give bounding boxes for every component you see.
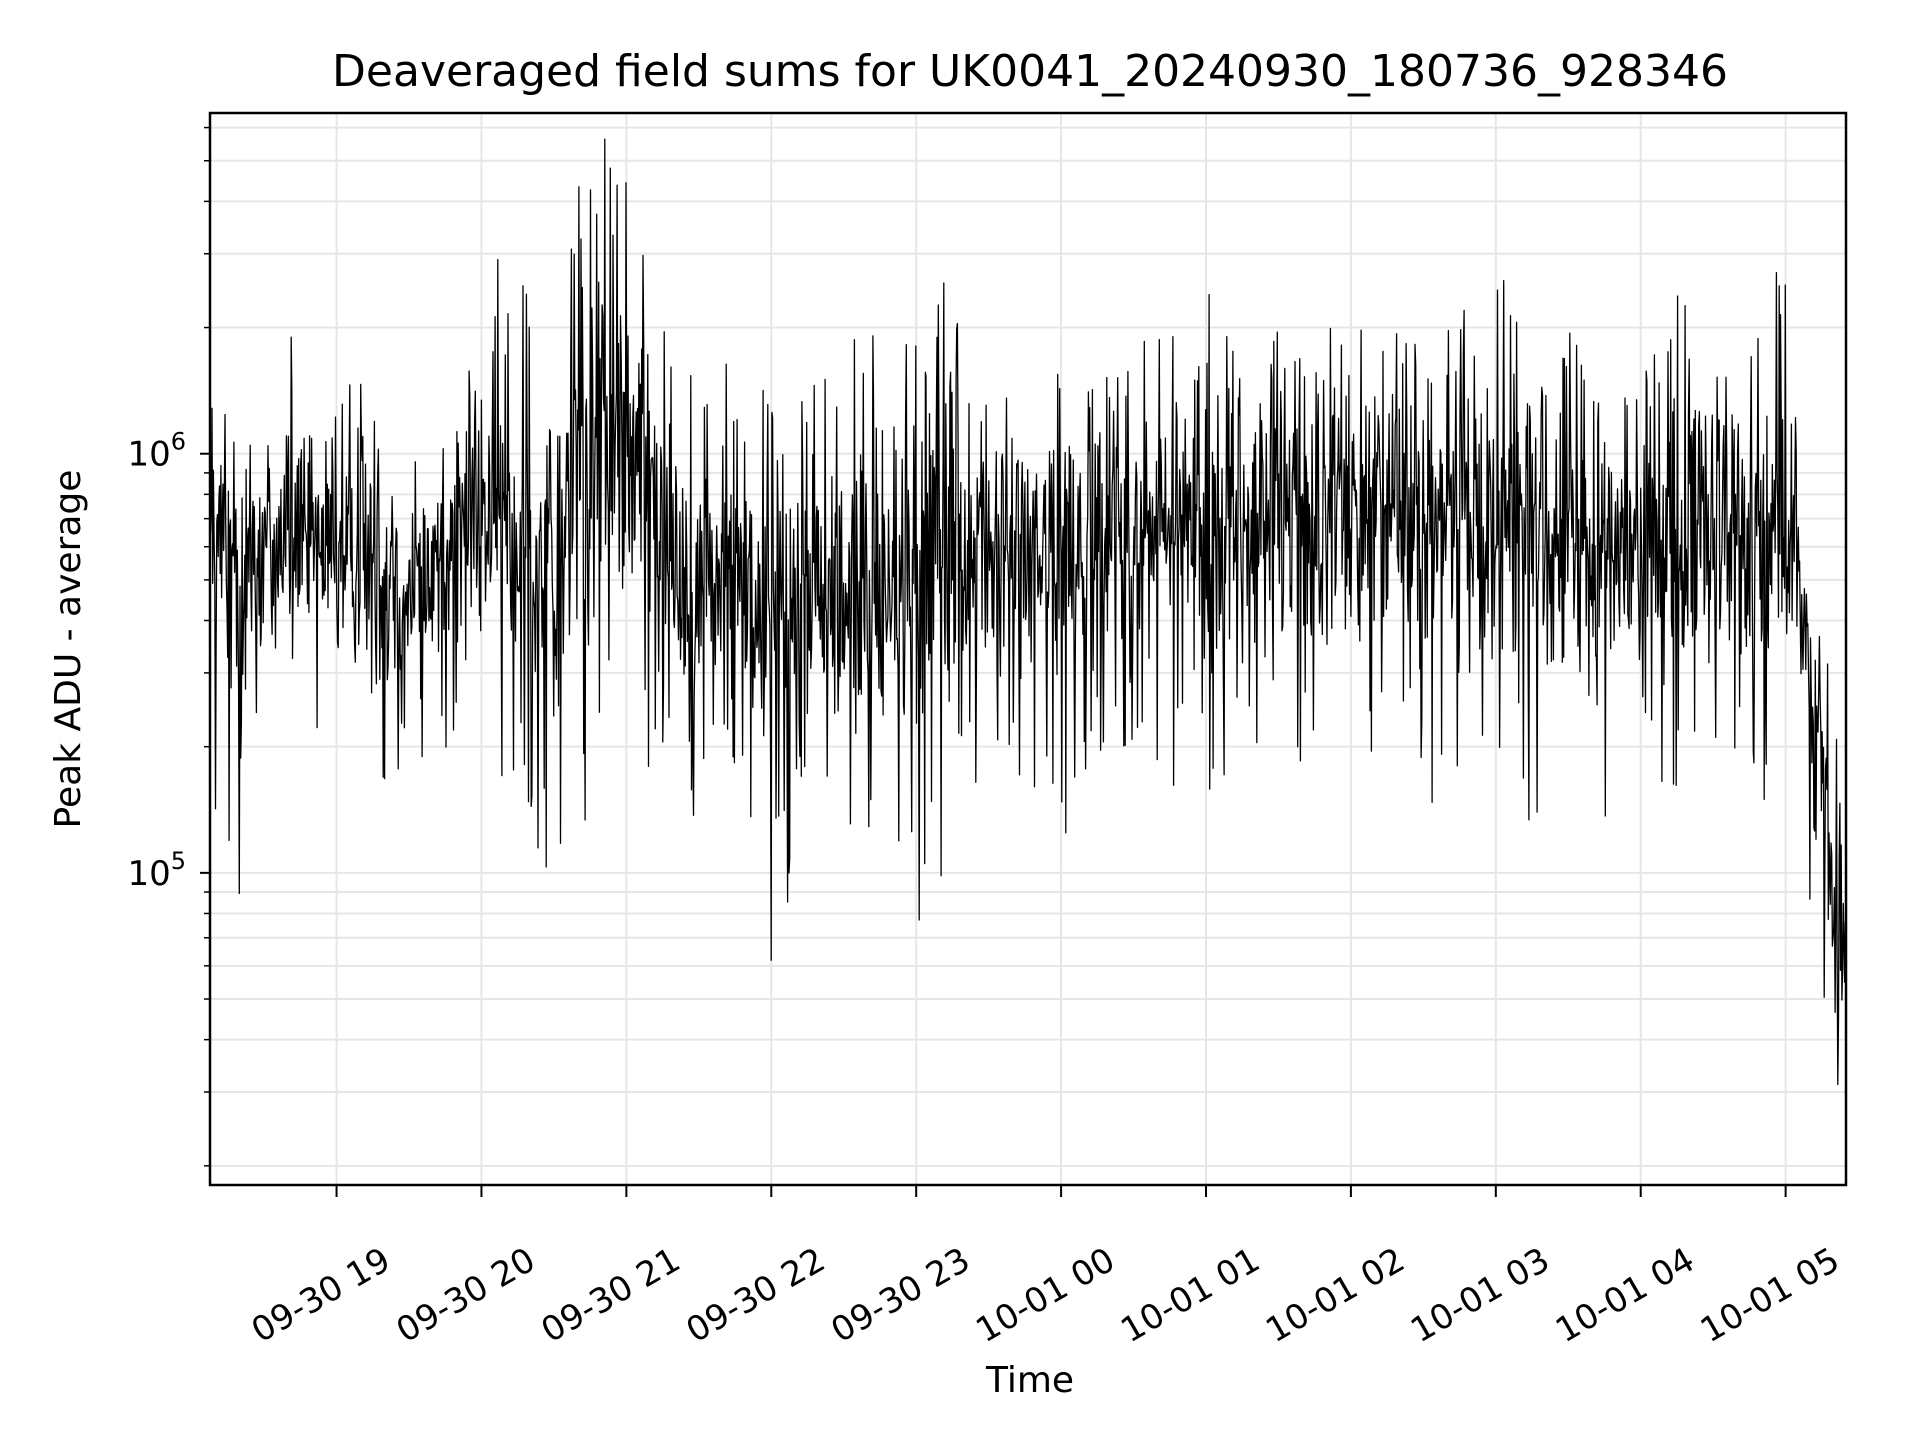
x-axis-label: Time: [985, 1360, 1074, 1401]
data-series: [209, 138, 1847, 1086]
y-tick-exponent: 5: [171, 847, 186, 875]
y-axis-label: Peak ADU - average: [48, 470, 89, 829]
y-tick-base: 10: [127, 435, 170, 475]
y-tick-label: 106: [127, 428, 186, 475]
y-tick-base: 10: [127, 854, 170, 894]
chart-title: Deaveraged field sums for UK0041_2024093…: [332, 46, 1728, 97]
plot-frame: [208, 111, 1848, 1187]
axis-ticks: [200, 126, 1787, 1197]
y-tick-exponent: 6: [171, 428, 186, 456]
y-tick-label: 105: [127, 847, 186, 894]
data-line: [209, 138, 1847, 1086]
